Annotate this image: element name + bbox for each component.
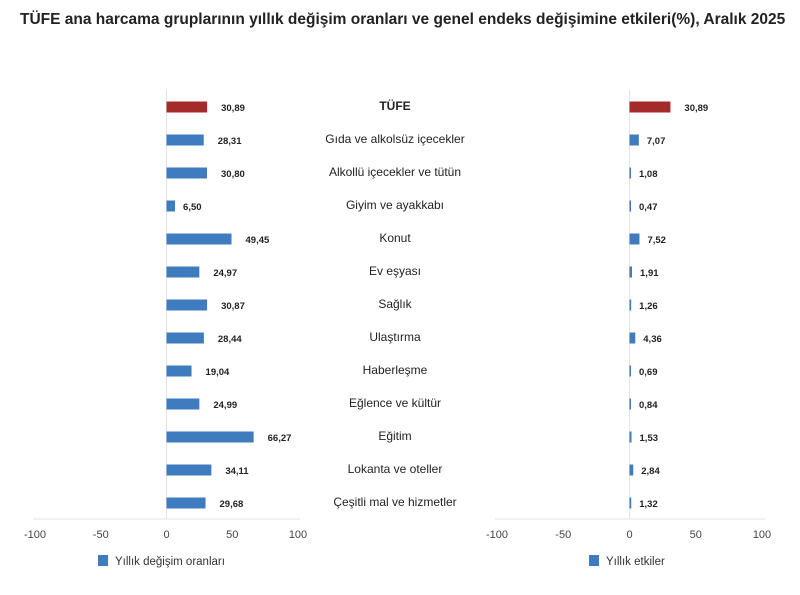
legend-swatch — [589, 555, 599, 566]
bar — [629, 134, 639, 146]
legend-label: Yıllık değişim oranları — [115, 556, 225, 568]
category-label: Gıda ve alkolsüz içecekler — [325, 132, 464, 146]
bar — [166, 266, 200, 278]
x-tick-label: 50 — [226, 529, 238, 541]
data-label: 2,84 — [641, 466, 660, 477]
legend-label: Yıllık etkiler — [606, 556, 665, 568]
chart-title: TÜFE ana harcama gruplarının yıllık deği… — [20, 11, 786, 28]
data-label: 1,91 — [640, 268, 659, 279]
data-label: 30,87 — [221, 301, 245, 312]
bar — [166, 431, 254, 443]
data-label: 30,89 — [221, 103, 245, 114]
bar — [629, 497, 632, 509]
legend-swatch — [98, 555, 108, 566]
bar — [629, 398, 631, 410]
bar — [629, 233, 640, 245]
x-tick-label: -100 — [24, 529, 46, 541]
data-label: 34,11 — [225, 466, 249, 477]
category-label: Çeşitli mal ve hizmetler — [333, 495, 456, 509]
data-label: 29,68 — [220, 499, 244, 510]
data-label: 28,44 — [218, 334, 242, 345]
category-label: TÜFE — [379, 98, 410, 113]
data-label: 4,36 — [643, 334, 662, 345]
bar — [166, 299, 208, 311]
bar — [629, 266, 633, 278]
x-tick-label: 50 — [690, 529, 702, 541]
data-label: 1,26 — [639, 301, 658, 312]
bar — [166, 398, 200, 410]
data-label: 7,52 — [647, 235, 666, 246]
bar — [166, 332, 204, 344]
data-label: 66,27 — [268, 433, 292, 444]
bar — [166, 497, 206, 509]
bar — [629, 167, 631, 179]
bar — [629, 431, 632, 443]
x-tick-label: -100 — [486, 529, 508, 541]
category-label: Sağlık — [378, 297, 412, 311]
bar — [629, 200, 631, 212]
x-tick-label: 100 — [289, 529, 307, 541]
category-label: Eğlence ve kültür — [349, 396, 441, 410]
data-label: 7,07 — [647, 136, 666, 147]
bar — [166, 200, 176, 212]
data-label: 6,50 — [183, 202, 202, 213]
x-tick-label: 0 — [626, 529, 632, 541]
category-label: Ulaştırma — [369, 330, 421, 344]
bar — [166, 101, 208, 113]
bar — [166, 464, 212, 476]
data-label: 1,53 — [640, 433, 659, 444]
data-label: 1,08 — [639, 169, 658, 180]
bar — [166, 134, 204, 146]
data-label: 0,84 — [639, 400, 658, 411]
x-tick-label: -50 — [555, 529, 571, 541]
data-label: 0,47 — [639, 202, 658, 213]
bar — [166, 233, 232, 245]
bar — [166, 167, 208, 179]
data-label: 49,45 — [246, 235, 270, 246]
data-label: 28,31 — [218, 136, 242, 147]
bar — [629, 464, 634, 476]
category-label: Eğitim — [378, 429, 411, 443]
category-label: Ev eşyası — [369, 264, 421, 278]
x-tick-label: 0 — [163, 529, 169, 541]
bar — [166, 365, 192, 377]
bar — [629, 299, 632, 311]
data-label: 1,32 — [639, 499, 658, 510]
data-label: 0,69 — [639, 367, 658, 378]
data-label: 24,99 — [213, 400, 237, 411]
data-label: 30,80 — [221, 169, 245, 180]
category-label: Lokanta ve oteller — [348, 462, 443, 476]
category-label: Giyim ve ayakkabı — [346, 198, 444, 212]
data-label: 30,89 — [684, 103, 708, 114]
x-tick-label: 100 — [753, 529, 771, 541]
category-label: Alkollü içecekler ve tütün — [329, 165, 461, 179]
x-tick-label: -50 — [93, 529, 109, 541]
bar — [629, 101, 671, 113]
bar — [629, 332, 636, 344]
data-label: 19,04 — [206, 367, 230, 378]
category-label: Haberleşme — [363, 363, 428, 377]
bar — [629, 365, 631, 377]
data-label: 24,97 — [213, 268, 237, 279]
category-label: Konut — [379, 231, 411, 245]
